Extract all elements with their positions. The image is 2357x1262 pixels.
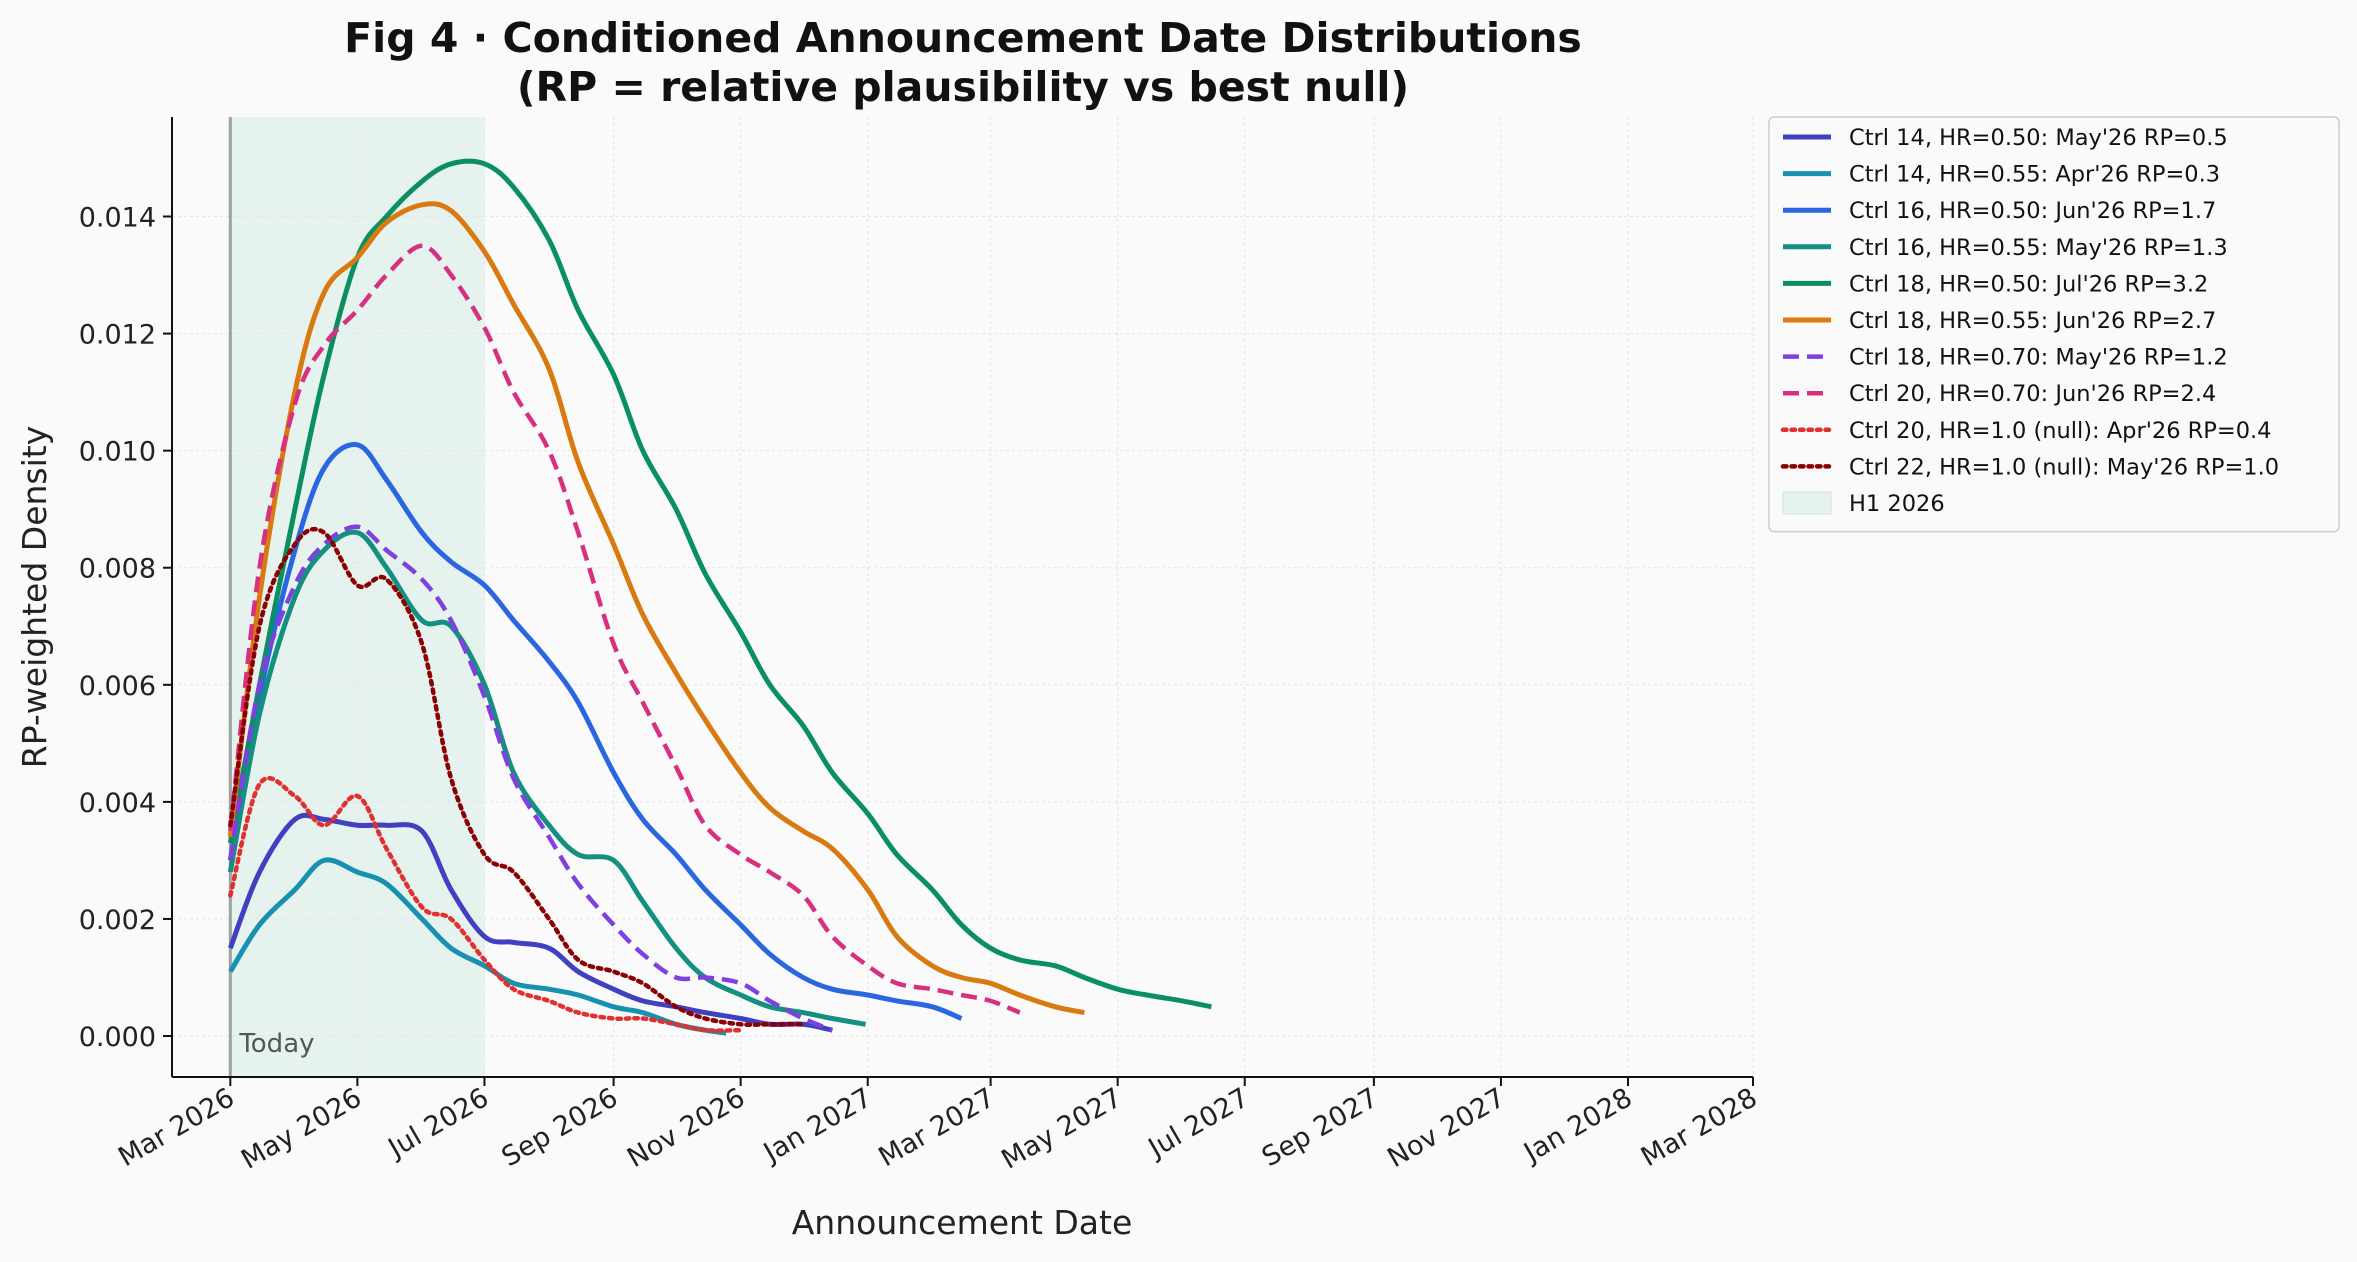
series-line-0 [227, 812, 833, 1033]
y-tick-label-6: 0.012 [79, 320, 156, 351]
series-line-4 [227, 158, 1212, 1010]
y-tick-label-0: 0.000 [79, 1022, 156, 1053]
legend-label-8: Ctrl 20, HR=1.0 (null): Apr'26 RP=0.4 [1849, 418, 2272, 444]
legend-label-0: Ctrl 14, HR=0.50: May'26 RP=0.5 [1849, 125, 2228, 151]
series-line-8 [228, 775, 743, 1033]
y-tick-label-7: 0.014 [79, 203, 156, 234]
legend-label-h1-2026: H1 2026 [1849, 491, 1945, 517]
y-tick-label-1: 0.002 [79, 905, 156, 936]
y-tick-label-5: 0.010 [79, 437, 156, 468]
legend-label-9: Ctrl 22, HR=1.0 (null): May'26 RP=1.0 [1849, 454, 2279, 480]
legend: Ctrl 14, HR=0.50: May'26 RP=0.5 Ctrl 14, … [1768, 116, 2340, 533]
series-line-3 [227, 529, 867, 1027]
legend-label-4: Ctrl 18, HR=0.50: Jul'26 RP=3.2 [1849, 271, 2208, 297]
x-axis-title: Announcement Date [792, 1203, 1133, 1242]
y-tick-label-3: 0.006 [79, 671, 156, 702]
series-line-2 [227, 442, 963, 1021]
chart-subtitle: (RP = relative plausibility vs best null… [517, 63, 1409, 111]
legend-label-1: Ctrl 14, HR=0.55: Apr'26 RP=0.3 [1849, 162, 2220, 188]
legend-label-3: Ctrl 16, HR=0.55: May'26 RP=1.3 [1849, 235, 2228, 261]
y-tick-label-4: 0.008 [79, 554, 156, 585]
legend-label-5: Ctrl 18, HR=0.55: Jun'26 RP=2.7 [1849, 308, 2216, 334]
series-line-1 [228, 857, 727, 1036]
legend-swatch-h1-2026 [1782, 491, 1832, 515]
legend-label-7: Ctrl 20, HR=0.70: Jun'26 RP=2.4 [1849, 381, 2216, 407]
legend-label-6: Ctrl 18, HR=0.70: May'26 RP=1.2 [1849, 345, 2228, 371]
series-line-6 [228, 524, 834, 1033]
legend-box [1768, 116, 2340, 533]
series-line-7 [228, 243, 1021, 1015]
series-line-5 [227, 201, 1085, 1016]
chart-title: Fig 4 · Conditioned Announcement Date Di… [344, 14, 1582, 62]
series-line-9 [228, 526, 806, 1027]
y-tick-label-2: 0.004 [79, 788, 156, 819]
today-label: Today [238, 1029, 314, 1059]
legend-label-2: Ctrl 16, HR=0.50: Jun'26 RP=1.7 [1849, 198, 2216, 224]
y-axis-title: RP-weighted Density [15, 426, 54, 768]
